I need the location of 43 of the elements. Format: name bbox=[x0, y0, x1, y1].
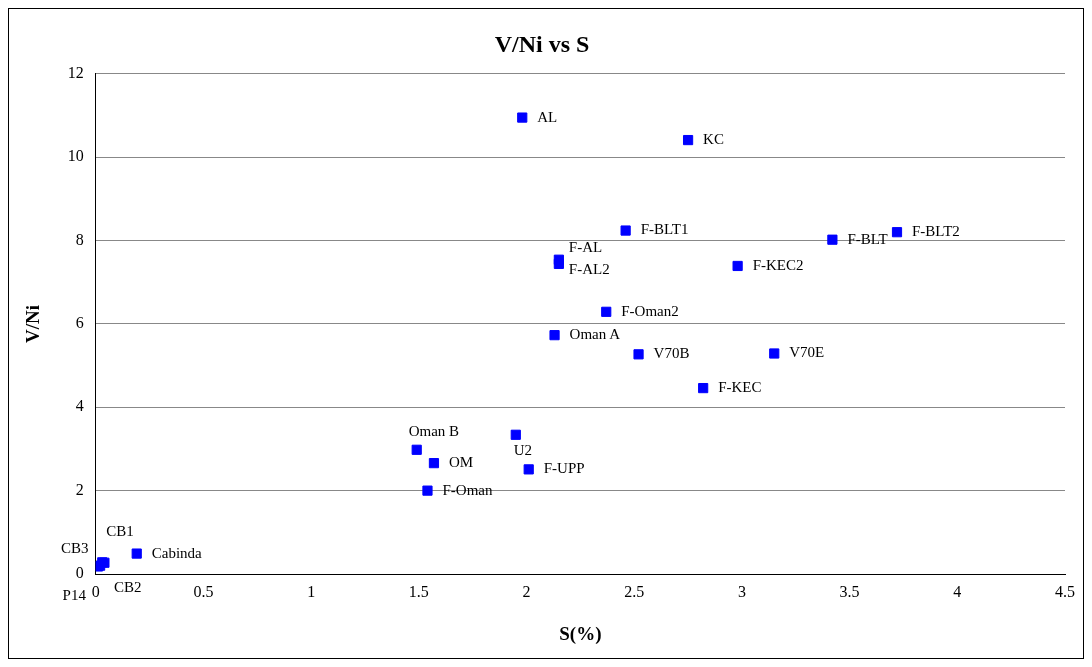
x-axis-title: S(%) bbox=[559, 622, 602, 645]
y-tick-label: 8 bbox=[75, 230, 84, 248]
y-tick-label: 12 bbox=[67, 64, 84, 81]
annotation: F-AL bbox=[568, 238, 603, 255]
annotation: Cabinda bbox=[151, 544, 203, 561]
x-tick-label: 2.5 bbox=[624, 582, 645, 600]
x-tick-label: 2 bbox=[522, 582, 531, 600]
annotation: Oman B bbox=[408, 422, 460, 439]
y-tick-label: 0 bbox=[75, 564, 84, 582]
annotation: F-KEC2 bbox=[752, 256, 804, 273]
annotation: Oman A bbox=[569, 326, 621, 343]
x-tick-label: 4 bbox=[953, 582, 962, 600]
annotation: OM bbox=[448, 454, 474, 471]
annotation: F-Oman bbox=[442, 481, 493, 498]
annotation: F-KEC bbox=[718, 379, 762, 396]
annotation: P14 bbox=[62, 587, 87, 604]
annotation: CB1 bbox=[106, 523, 134, 540]
annotation: F-AL2 bbox=[568, 260, 610, 277]
annotation: AL bbox=[537, 108, 558, 125]
annotation: U2 bbox=[513, 441, 533, 458]
x-tick-label: 0.5 bbox=[193, 582, 214, 600]
x-tick-label: 3 bbox=[737, 582, 746, 600]
y-tick-label: 6 bbox=[75, 314, 84, 332]
annotation: F-BLT1 bbox=[640, 221, 689, 238]
annotation: CB2 bbox=[114, 578, 142, 595]
y-tick-label: 10 bbox=[67, 147, 84, 165]
annotation: F-UPP bbox=[543, 460, 585, 477]
y-tick-label: 4 bbox=[75, 397, 84, 415]
x-tick-label: 0 bbox=[91, 582, 100, 600]
annotation: V70B bbox=[653, 345, 690, 362]
annotation: V70E bbox=[789, 344, 825, 361]
annotation: F-Oman2 bbox=[621, 302, 679, 319]
y-axis-title: V/Ni bbox=[22, 304, 44, 343]
x-tick-label: 1 bbox=[307, 582, 316, 600]
annotation: CB3 bbox=[60, 539, 89, 556]
chart-title: V/Ni vs S bbox=[494, 30, 590, 57]
annotation: F-BLT2 bbox=[912, 223, 960, 240]
annotation: F-BLT bbox=[847, 230, 888, 247]
x-tick-label: 4.5 bbox=[1055, 582, 1075, 600]
annotation: KC bbox=[703, 131, 724, 148]
x-tick-label: 3.5 bbox=[839, 582, 860, 600]
x-tick-label: 1.5 bbox=[408, 582, 429, 600]
y-tick-label: 2 bbox=[75, 480, 84, 498]
